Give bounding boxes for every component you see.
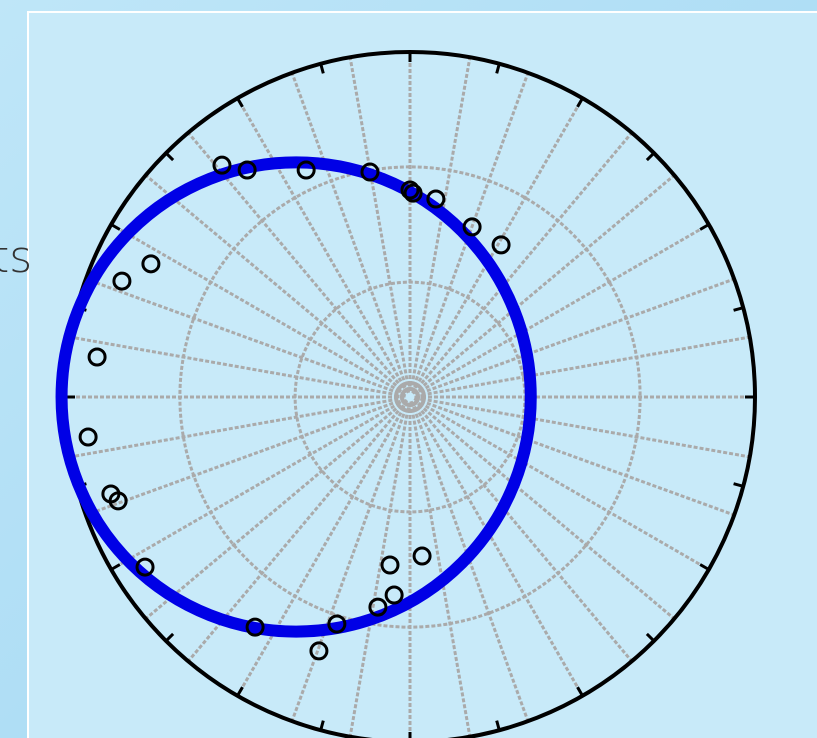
data-point xyxy=(245,617,265,637)
data-point xyxy=(368,597,388,617)
tick-mark xyxy=(319,63,325,74)
data-point xyxy=(108,491,128,511)
data-point xyxy=(309,641,329,661)
spoke xyxy=(348,402,411,738)
tick-mark xyxy=(110,563,121,571)
tick-mark xyxy=(733,306,744,312)
spoke xyxy=(236,401,409,697)
data-point xyxy=(327,614,347,634)
spoke xyxy=(413,174,676,395)
data-point xyxy=(141,254,161,274)
spoke xyxy=(85,277,405,397)
data-point xyxy=(403,183,423,203)
tick-mark xyxy=(576,686,584,697)
spoke xyxy=(415,335,751,398)
tick-mark xyxy=(645,151,656,162)
fit-circle xyxy=(55,156,537,638)
spoke xyxy=(415,277,735,397)
tick-mark xyxy=(699,563,710,571)
tick-mark xyxy=(733,482,744,488)
spoke xyxy=(411,401,584,697)
tick-mark xyxy=(645,632,656,643)
spoke xyxy=(290,402,410,722)
spoke xyxy=(414,398,710,571)
data-point xyxy=(112,271,132,291)
spoke xyxy=(85,397,405,517)
spoke xyxy=(414,223,710,396)
spoke xyxy=(411,97,584,393)
tick-mark xyxy=(576,97,584,108)
tick-mark xyxy=(236,686,244,697)
spoke xyxy=(409,56,472,392)
slide-text: ts xyxy=(0,232,32,283)
data-point xyxy=(426,189,446,209)
tick-mark xyxy=(164,151,175,162)
spoke xyxy=(412,131,633,394)
center-ring xyxy=(396,383,424,411)
data-point xyxy=(296,160,316,180)
spoke xyxy=(348,56,411,392)
data-point xyxy=(212,155,232,175)
tick-mark xyxy=(495,720,501,731)
spoke xyxy=(110,223,406,396)
spoke xyxy=(144,399,407,620)
data-point xyxy=(237,160,257,180)
data-point xyxy=(135,557,155,577)
spoke xyxy=(69,396,405,459)
data-point xyxy=(380,555,400,575)
spoke xyxy=(412,400,633,663)
tick-mark xyxy=(319,720,325,731)
spoke xyxy=(69,335,405,398)
data-point xyxy=(491,235,511,255)
data-point xyxy=(78,427,98,447)
tick-mark xyxy=(110,223,121,231)
tick-mark xyxy=(699,223,710,231)
spoke xyxy=(144,174,407,395)
data-point xyxy=(462,217,482,237)
data-point xyxy=(400,180,420,200)
center-ring xyxy=(402,389,418,405)
data-point xyxy=(87,347,107,367)
data-point xyxy=(384,585,404,605)
spoke xyxy=(413,399,676,620)
tick-mark xyxy=(236,97,244,108)
data-point xyxy=(412,546,432,566)
spoke xyxy=(415,396,751,459)
spoke xyxy=(415,397,735,517)
spoke xyxy=(110,398,406,571)
grid-ring xyxy=(178,165,642,629)
tick-mark xyxy=(164,632,175,643)
tick-mark xyxy=(495,63,501,74)
spoke xyxy=(409,402,472,738)
spoke xyxy=(236,97,409,393)
data-point xyxy=(360,162,380,182)
spoke xyxy=(290,72,410,392)
